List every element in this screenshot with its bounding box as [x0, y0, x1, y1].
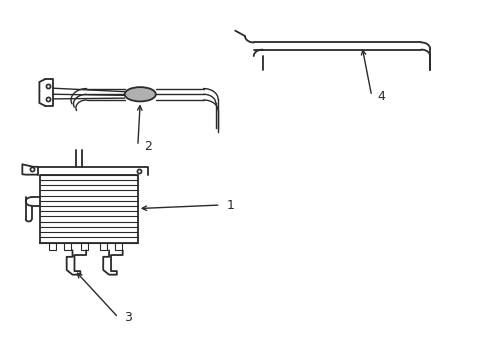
Text: 3: 3 [124, 311, 132, 324]
Text: 1: 1 [226, 198, 234, 212]
Text: 2: 2 [144, 140, 151, 153]
Text: 4: 4 [377, 90, 386, 103]
Ellipse shape [124, 87, 156, 102]
